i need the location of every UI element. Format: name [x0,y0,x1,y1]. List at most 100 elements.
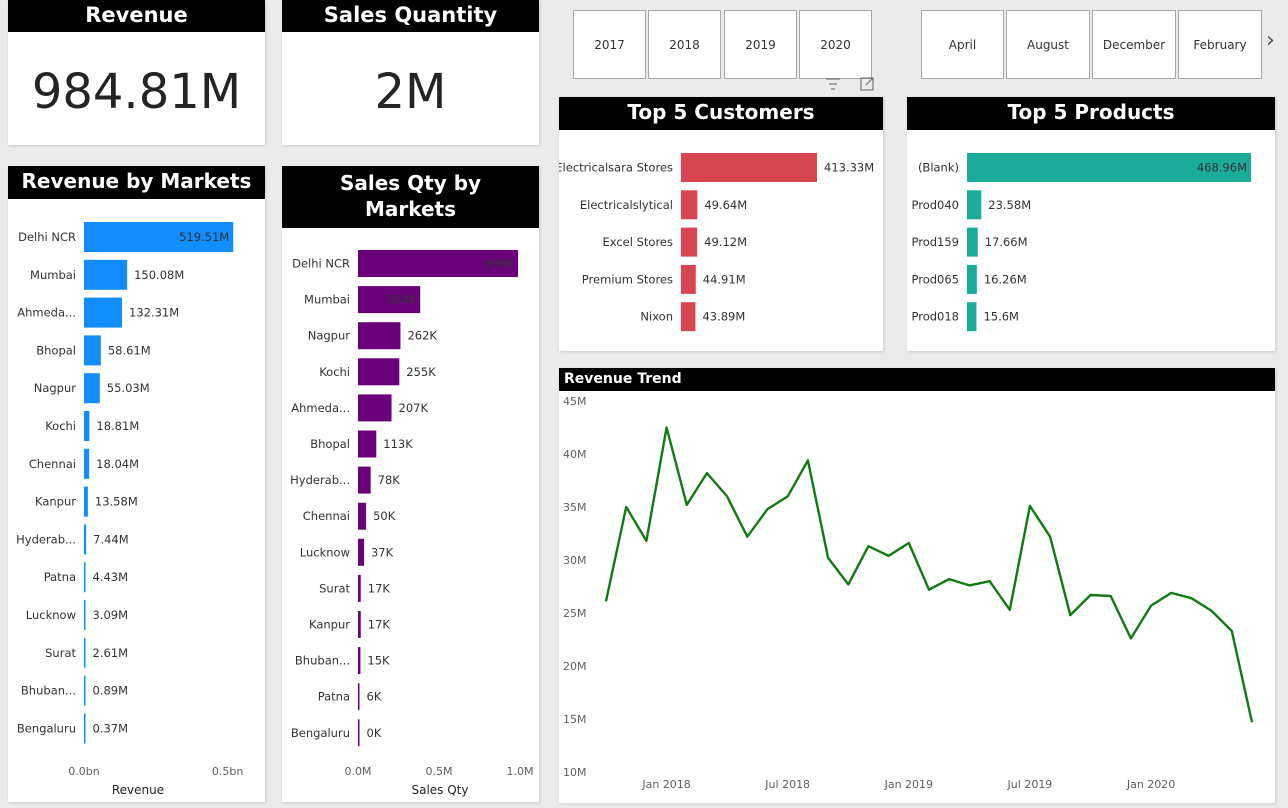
month-december-button[interactable]: December [1092,10,1176,79]
category-label: Kochi [319,365,350,379]
data-label: 150.08M [134,268,184,282]
data-label: 384K [387,293,417,307]
bar[interactable] [967,302,977,332]
data-label: 255K [406,365,436,379]
year-2018-button[interactable]: 2018 [648,10,721,79]
next-arrow-icon[interactable]: › [1266,28,1275,53]
category-label: Kanpur [35,495,76,509]
bar[interactable] [358,466,371,494]
month-february-button[interactable]: February [1178,10,1262,79]
data-label: 988K [485,257,515,271]
bar[interactable] [84,486,88,517]
year-2017-button[interactable]: 2017 [573,10,646,79]
month-april-button[interactable]: April [921,10,1004,79]
bar[interactable] [358,430,377,458]
bar[interactable] [84,335,101,366]
bar[interactable] [358,286,421,314]
category-label: Bengaluru [291,726,350,740]
bar[interactable] [967,264,977,294]
focus-mode-icon[interactable] [860,77,874,91]
bar[interactable] [84,411,90,441]
bar[interactable] [967,227,978,257]
category-label: Electricalslytical [580,198,673,212]
bar[interactable] [84,713,86,744]
x-tick-label: 1.0M [507,765,534,778]
bar[interactable] [84,637,86,668]
sales-qty-by-markets-title: Sales Qty by Markets [282,166,539,228]
bar[interactable] [358,683,360,711]
top5-products-card: Top 5 Products (Blank) 468.96M Prod040 23.5… [907,97,1275,351]
revenue-by-markets-title: Revenue by Markets [8,166,265,199]
data-label: 43.89M [702,310,745,324]
bar[interactable] [967,153,1251,182]
y-tick-label: 45M [563,395,587,408]
category-label: Kanpur [309,618,350,632]
visual-header-icons [826,77,874,91]
y-tick-label: 25M [563,607,587,620]
category-label: Kochi [45,419,76,433]
x-axis-title: Revenue [112,783,164,797]
category-label: Mumbai [30,268,76,282]
sales-quantity-card-title: Sales Quantity [282,0,539,32]
revenue-card-title: Revenue [8,0,265,32]
bar[interactable] [84,373,100,404]
bar[interactable] [967,190,982,220]
category-label: Surat [45,646,76,660]
bar[interactable] [358,250,519,277]
bar[interactable] [84,600,86,630]
month-august-button[interactable]: August [1006,10,1090,79]
x-tick-label: Jan 2018 [641,778,690,791]
category-label: Excel Stores [602,235,673,249]
year-2020-button[interactable]: 2020 [799,10,872,79]
sales-quantity-card: Sales Quantity 2M [282,0,539,145]
bar[interactable] [84,448,90,479]
data-label: 17.66M [985,235,1028,249]
data-label: 113K [383,437,413,451]
x-tick-label: 0.5M [426,765,453,778]
bar[interactable] [358,358,400,386]
bar[interactable] [84,259,128,290]
sales-qty-by-markets-card: Sales Qty by Markets Delhi NCR 988K Mumbai… [282,166,539,802]
category-label: Bengaluru [17,721,76,735]
bar[interactable] [84,675,86,706]
bar[interactable] [681,190,698,220]
bar[interactable] [358,502,367,530]
bar[interactable] [358,611,361,638]
bar[interactable] [358,574,361,602]
bar[interactable] [358,647,361,675]
category-label: Prod040 [912,198,960,212]
category-label: Delhi NCR [18,230,76,244]
bar[interactable] [681,264,696,294]
filter-icon[interactable] [826,78,840,90]
bar[interactable] [84,524,87,555]
data-label: 13.58M [95,495,138,509]
bar[interactable] [681,227,698,257]
x-tick-label: 0.5bn [212,765,243,778]
data-label: 18.81M [96,419,139,433]
bar[interactable] [84,562,86,593]
data-label: 15.6M [983,310,1019,324]
bar[interactable] [84,297,123,328]
top5-customers-chart: Electricalsara Stores 413.33M Electricalsl… [559,153,874,332]
revenue-value: 984.81M [31,64,242,120]
bar[interactable] [358,394,392,422]
bar[interactable] [358,322,401,350]
data-label: 468.96M [1197,161,1247,175]
data-label: 0.37M [93,721,129,735]
category-label: Prod065 [912,272,960,286]
revenue-trend-line[interactable] [604,426,1254,723]
year-2019-button[interactable]: 2019 [724,10,797,79]
bar[interactable] [681,302,696,332]
bar[interactable] [84,222,234,252]
data-label: 0K [367,726,382,740]
bar[interactable] [358,719,360,747]
data-label: 18.04M [96,457,139,471]
data-label: 17K [368,581,391,595]
category-label: Lucknow [26,608,76,622]
data-label: 23.58M [988,198,1031,212]
bar[interactable] [681,153,817,182]
category-label: Electricalsara Stores [559,161,673,175]
category-label: Bhuban... [21,684,76,698]
bar[interactable] [358,538,364,566]
revenue-by-markets-card: Revenue by Markets Delhi NCR 519.51M Mumba… [8,166,265,802]
